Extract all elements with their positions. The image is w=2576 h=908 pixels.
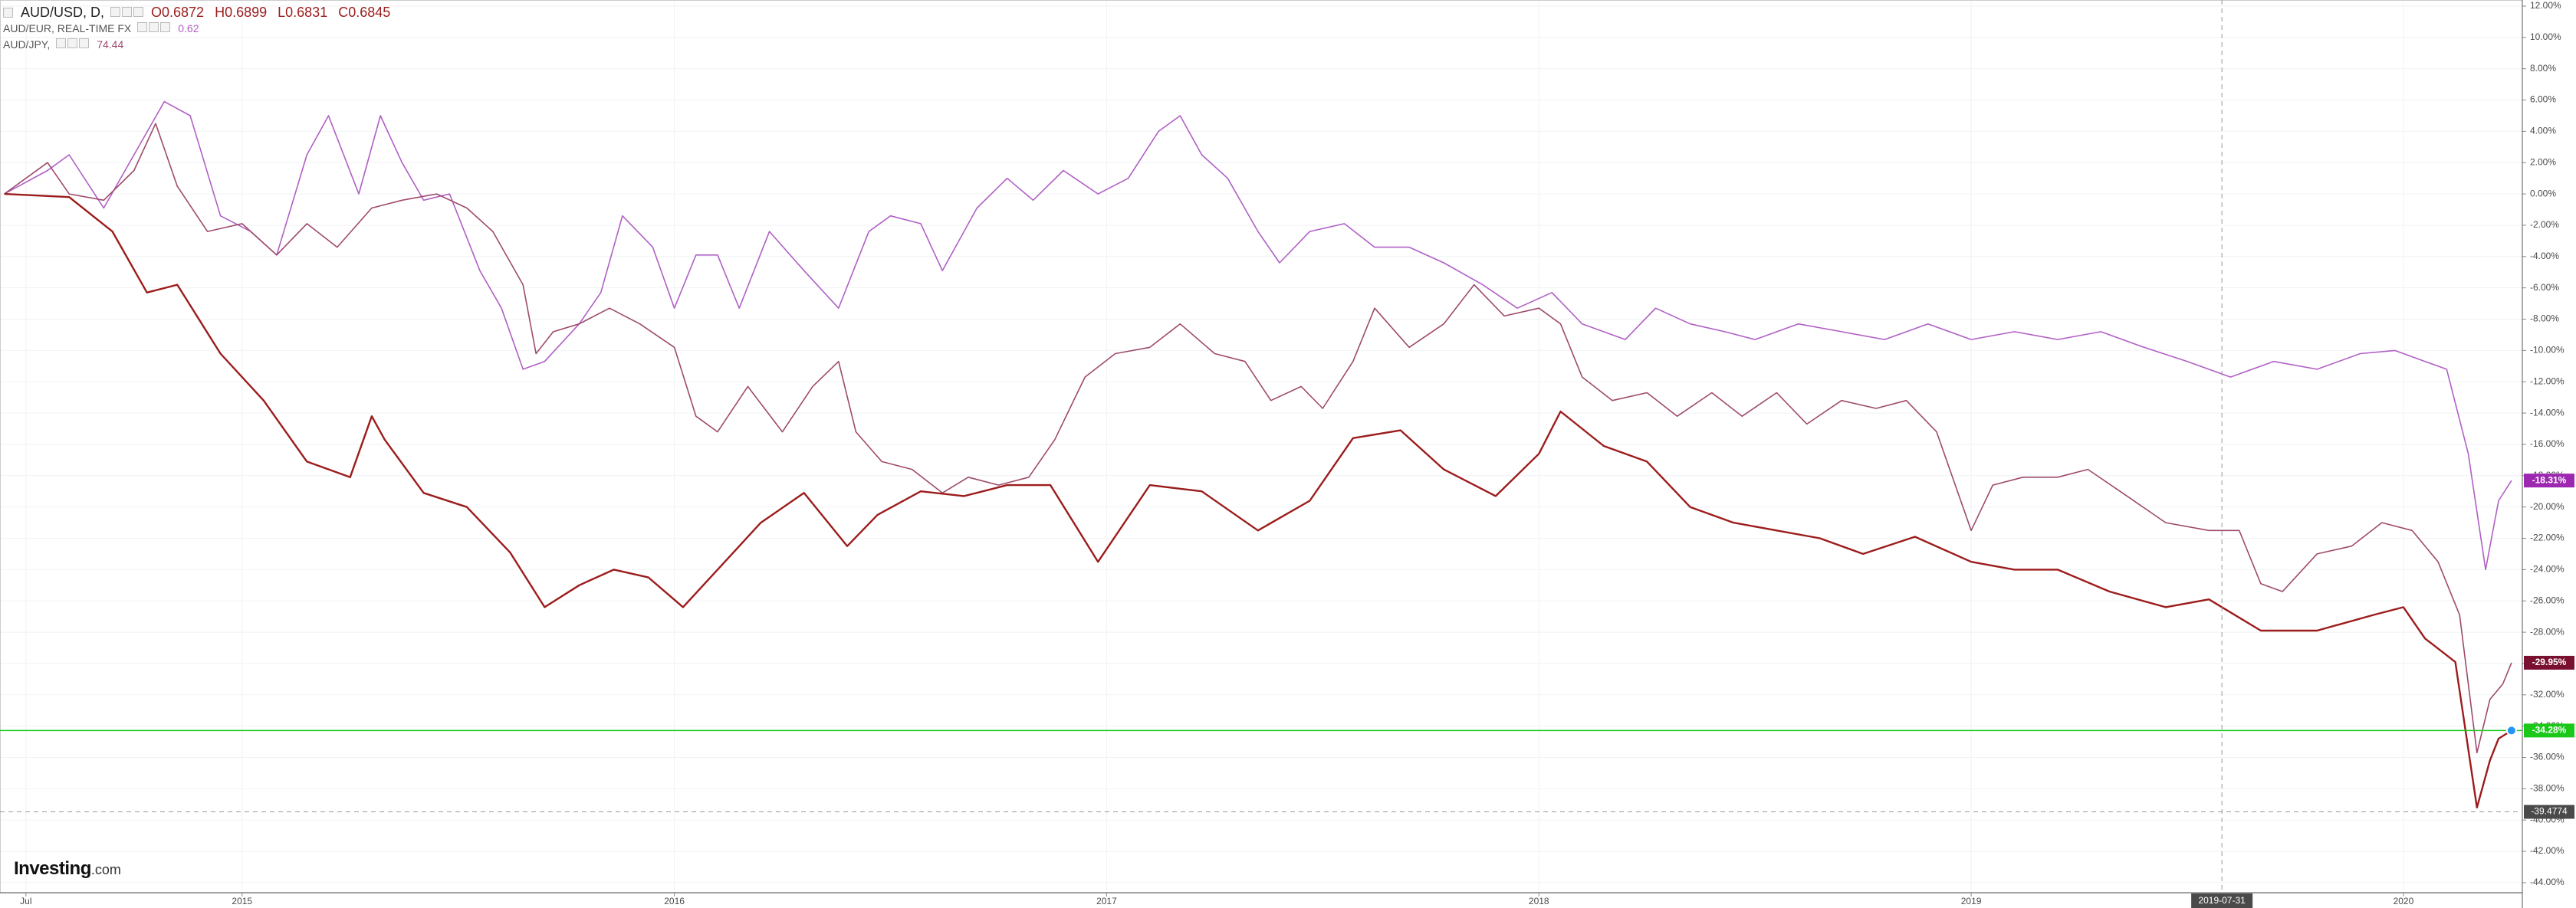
legend-value: O0.6872: [151, 5, 205, 20]
crosshair-y-label: -39.4774: [2531, 806, 2568, 817]
x-tick-label: Jul: [20, 896, 31, 906]
y-tick-label: -24.00%: [2530, 564, 2564, 575]
crosshair-x-box: [2191, 893, 2253, 908]
y-tick-label: 2.00%: [2530, 156, 2556, 167]
crosshair-y-box: [2524, 805, 2574, 819]
watermark-suffix: .com: [90, 862, 121, 877]
y-tick-label: 8.00%: [2530, 63, 2556, 74]
legend-icon[interactable]: [137, 22, 148, 32]
legend-icon[interactable]: [110, 7, 121, 17]
legend-icon[interactable]: [160, 22, 171, 32]
legend-icon[interactable]: [56, 38, 67, 48]
y-tick-label: 6.00%: [2530, 94, 2556, 105]
legend-icons: [137, 21, 172, 37]
end-label: -34.28%: [2532, 725, 2567, 736]
legend-name: AUD/EUR, REAL-TIME FX: [3, 22, 132, 34]
y-tick-label: -42.00%: [2530, 845, 2564, 856]
end-label-box: [2524, 723, 2574, 738]
watermark-brand: Investing: [14, 858, 91, 879]
x-tick-label: 2019: [1961, 896, 1982, 906]
y-tick-label: -32.00%: [2530, 689, 2564, 700]
legend-icon[interactable]: [79, 38, 90, 48]
series-line: [4, 123, 2512, 754]
y-tick-label: -6.00%: [2530, 282, 2559, 293]
legend-value: L0.6831: [278, 5, 328, 20]
x-tick-label: 2016: [664, 896, 685, 906]
y-tick-label: -16.00%: [2530, 438, 2564, 449]
y-tick-label: -12.00%: [2530, 375, 2564, 386]
y-tick-label: -20.00%: [2530, 501, 2564, 512]
y-tick-label: -10.00%: [2530, 345, 2564, 356]
watermark: Investing.com: [14, 858, 121, 880]
collapse-toggle[interactable]: [3, 8, 13, 18]
legend-icon[interactable]: [67, 38, 78, 48]
legend: AUD/USD, D, O0.6872 H0.6899 L0.6831 C0.6845 A…: [3, 5, 395, 53]
y-tick-label: -36.00%: [2530, 752, 2564, 762]
legend-name: AUD/JPY,: [3, 38, 51, 51]
y-tick-label: -22.00%: [2530, 533, 2564, 543]
y-tick-label: -26.00%: [2530, 595, 2564, 605]
legend-row: AUD/JPY, 74.44: [3, 37, 395, 53]
series-line: [4, 100, 2512, 571]
legend-value: 0.62: [178, 22, 199, 34]
y-tick-label: -4.00%: [2530, 251, 2559, 261]
y-tick-label: -38.00%: [2530, 783, 2564, 794]
x-tick-label: 2017: [1096, 896, 1117, 906]
y-tick-label: -44.00%: [2530, 877, 2564, 887]
legend-icons: [56, 37, 90, 53]
legend-icon[interactable]: [133, 7, 144, 17]
y-tick-label: -2.00%: [2530, 219, 2559, 230]
crosshair-x-label: 2019-07-31: [2198, 895, 2246, 906]
legend-value: H0.6899: [215, 5, 268, 20]
legend-row: AUD/USD, D, O0.6872 H0.6899 L0.6831 C0.6845: [3, 5, 395, 21]
x-tick-label: 2020: [2394, 896, 2414, 906]
end-label: -29.95%: [2532, 657, 2567, 667]
end-label-box: [2524, 474, 2574, 488]
legend-icon[interactable]: [149, 22, 159, 32]
y-tick-label: 4.00%: [2530, 126, 2556, 136]
legend-value: C0.6845: [338, 5, 391, 20]
legend-value: 74.44: [97, 38, 124, 51]
y-tick-label: 0.00%: [2530, 188, 2556, 198]
legend-icon[interactable]: [122, 7, 133, 17]
end-label-box: [2524, 655, 2574, 670]
y-tick-label: -28.00%: [2530, 626, 2564, 637]
legend-name: AUD/USD, D,: [21, 5, 105, 20]
end-label: -18.31%: [2532, 474, 2567, 485]
y-tick-label: -14.00%: [2530, 407, 2564, 418]
x-tick-label: 2018: [1529, 896, 1549, 906]
x-tick-label: 2015: [232, 896, 252, 906]
legend-row: AUD/EUR, REAL-TIME FX 0.62: [3, 21, 395, 37]
y-tick-label: 12.00%: [2530, 0, 2561, 11]
y-tick-label: 10.00%: [2530, 31, 2561, 42]
legend-icons: [110, 5, 145, 21]
y-tick-label: -8.00%: [2530, 313, 2559, 324]
last-point: [2505, 725, 2517, 736]
series-line: [4, 192, 2512, 809]
